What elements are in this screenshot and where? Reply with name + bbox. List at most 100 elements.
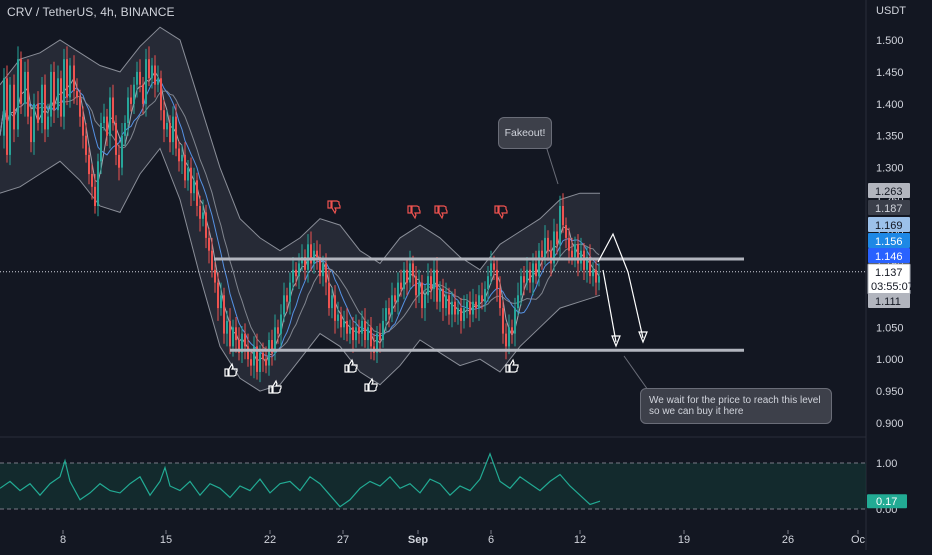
- oscillator-tick-label: 1.00: [876, 458, 897, 470]
- time-tick-label: Oc: [851, 534, 866, 546]
- candle-body: [313, 250, 315, 264]
- time-axis: 8 15 22 27 Sep 6 12 19 26 Oc: [60, 530, 866, 546]
- candle-body: [47, 116, 49, 130]
- candle-body: [370, 327, 372, 347]
- candle-body: [493, 263, 495, 270]
- candle-body: [66, 59, 68, 98]
- candle-body: [187, 167, 189, 181]
- candle-body: [412, 263, 414, 277]
- candle-body: [472, 301, 474, 315]
- price-tick-label: 1.450: [876, 67, 904, 79]
- candle-body: [421, 282, 423, 309]
- candle-body: [88, 154, 90, 175]
- price-label-badge: [868, 183, 910, 198]
- fakeout-text: Fakeout!: [504, 127, 546, 139]
- price-label-value: 1.187: [875, 203, 903, 215]
- candle-body: [20, 59, 22, 104]
- candle-body: [298, 263, 300, 277]
- candle-body: [37, 103, 39, 123]
- candle-body: [436, 269, 438, 302]
- candle-body: [400, 282, 402, 289]
- price-label-badge: [868, 248, 910, 263]
- candle-body: [277, 327, 279, 334]
- oscillator-line: [0, 452, 601, 508]
- candle-body: [79, 97, 81, 117]
- candle-body: [571, 250, 573, 258]
- candle-body: [247, 346, 249, 360]
- candle-body: [244, 333, 246, 347]
- candle-body: [24, 71, 26, 104]
- note-callout[interactable]: We wait for the price to reach this leve…: [640, 388, 832, 424]
- candle-body: [559, 206, 561, 245]
- candle-body: [17, 59, 19, 130]
- price-label-value: 1.137: [875, 267, 903, 279]
- candle-body: [346, 320, 348, 334]
- candle-body: [364, 320, 366, 340]
- candle-body: [334, 295, 336, 321]
- candle-body: [69, 65, 71, 98]
- currency-label: USDT: [876, 5, 906, 17]
- price-label-badge: [868, 233, 910, 248]
- price-axis: 0.9000.9501.0001.0501.1001.1501.2001.250…: [876, 35, 904, 430]
- thumbs-up-icon: [364, 377, 378, 392]
- candle-body: [520, 276, 522, 296]
- candle-body: [157, 78, 159, 85]
- key-levels: [0, 257, 866, 352]
- candle-body: [451, 301, 453, 315]
- candle-body: [508, 327, 510, 347]
- candle-body: [538, 250, 540, 277]
- time-tick-label: 19: [678, 534, 690, 546]
- time-tick-label: 26: [782, 534, 794, 546]
- candle-body: [349, 327, 351, 334]
- candle-body: [286, 295, 288, 302]
- thumb-hand: [411, 205, 421, 220]
- candle-body: [376, 333, 378, 353]
- candle-body: [355, 327, 357, 341]
- note-line-1: We wait for the price to reach this leve…: [649, 395, 821, 406]
- candle-body: [406, 269, 408, 283]
- candle-body: [361, 320, 363, 334]
- forecast-arrows: [545, 145, 649, 391]
- candle-body: [271, 340, 273, 353]
- thumb-cuff: [224, 368, 229, 377]
- thumbs-up-icon: [268, 379, 282, 394]
- chart-title: CRV / TetherUS, 4h, BINANCE: [7, 5, 175, 19]
- price-label-value: 1.169: [875, 220, 903, 232]
- note-pointer: [623, 355, 649, 391]
- candle-body: [30, 116, 32, 143]
- price-label-value: 1.146: [875, 251, 903, 263]
- candle-body: [91, 174, 93, 187]
- oscillator-value-badge: [867, 494, 907, 509]
- band-upper: [0, 26, 600, 271]
- price-label-value: 1.263: [875, 186, 903, 198]
- candle-body: [241, 333, 243, 353]
- thumb-hand: [331, 200, 341, 215]
- candle-body: [352, 327, 354, 341]
- candle-body: [532, 263, 534, 283]
- candle-body: [178, 148, 180, 162]
- fakeout-callout[interactable]: Fakeout!: [498, 117, 552, 149]
- thumb-hand: [368, 377, 378, 392]
- candle-body: [274, 327, 276, 353]
- candle-body: [184, 154, 186, 181]
- candle-body: [595, 269, 597, 283]
- candle-body: [304, 257, 306, 270]
- candle-body: [574, 244, 576, 258]
- candle-body: [283, 295, 285, 315]
- candle-body: [151, 65, 153, 79]
- candle-body: [172, 116, 174, 143]
- candle-body: [226, 320, 228, 334]
- candle-body: [358, 327, 360, 334]
- candle-body: [589, 257, 591, 277]
- candle-body: [202, 212, 204, 219]
- candle-body: [127, 97, 129, 123]
- annotation-icons: [224, 200, 519, 394]
- candle-body: [466, 301, 468, 309]
- note-line-2: so we can buy it here: [649, 406, 744, 417]
- candle-body: [33, 103, 35, 143]
- candle-body: [568, 237, 570, 251]
- time-tick-label: 22: [264, 534, 276, 546]
- candle-body: [112, 97, 114, 123]
